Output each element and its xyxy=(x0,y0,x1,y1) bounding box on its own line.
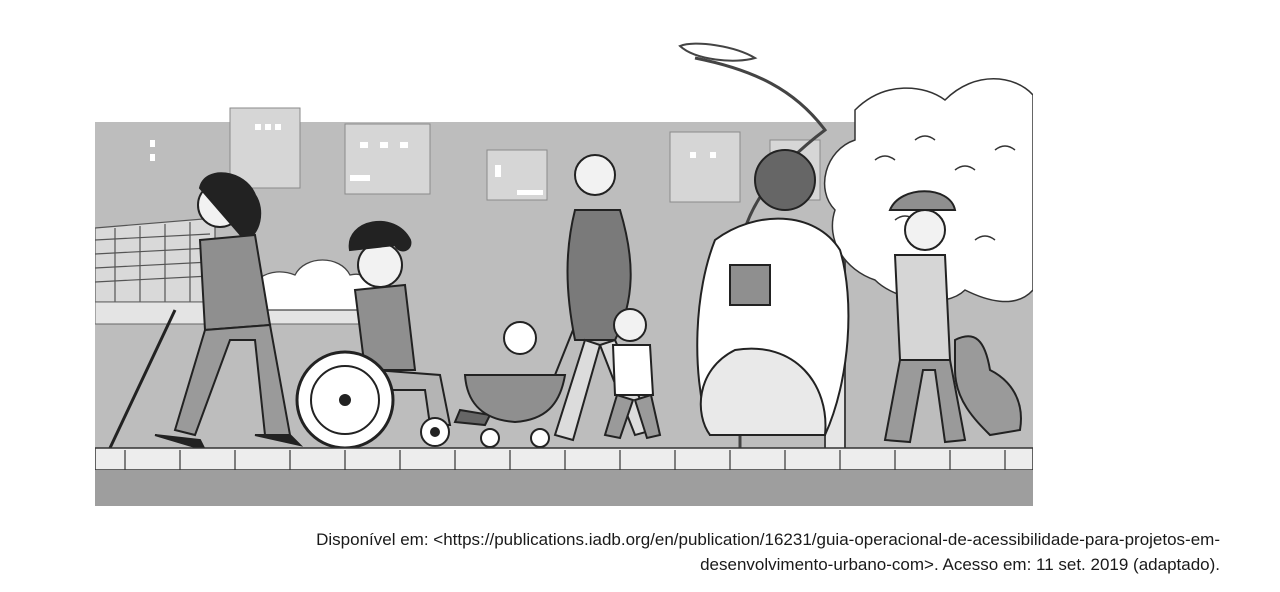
tree-foliage xyxy=(823,78,1033,303)
older-man-with-dog xyxy=(883,190,1022,444)
stroller xyxy=(463,299,586,448)
source-caption: Disponível em: <https://publications.iad… xyxy=(40,527,1220,577)
caption-line-1: Disponível em: <https://publications.iad… xyxy=(316,530,1220,549)
curb xyxy=(95,447,1033,471)
street xyxy=(95,470,1033,506)
caption-line-2: desenvolvimento-urbano-com>. Acesso em: … xyxy=(700,555,1220,574)
child xyxy=(603,308,662,440)
accessible-sidewalk-illustration xyxy=(95,40,1033,506)
curb-blocks xyxy=(124,450,1006,470)
person-with-cane xyxy=(108,172,304,452)
house-roof xyxy=(95,217,216,303)
illustration-svg xyxy=(95,40,1033,506)
building-windows xyxy=(150,124,716,195)
wheelchair-user xyxy=(295,221,492,450)
large-man xyxy=(696,149,850,436)
